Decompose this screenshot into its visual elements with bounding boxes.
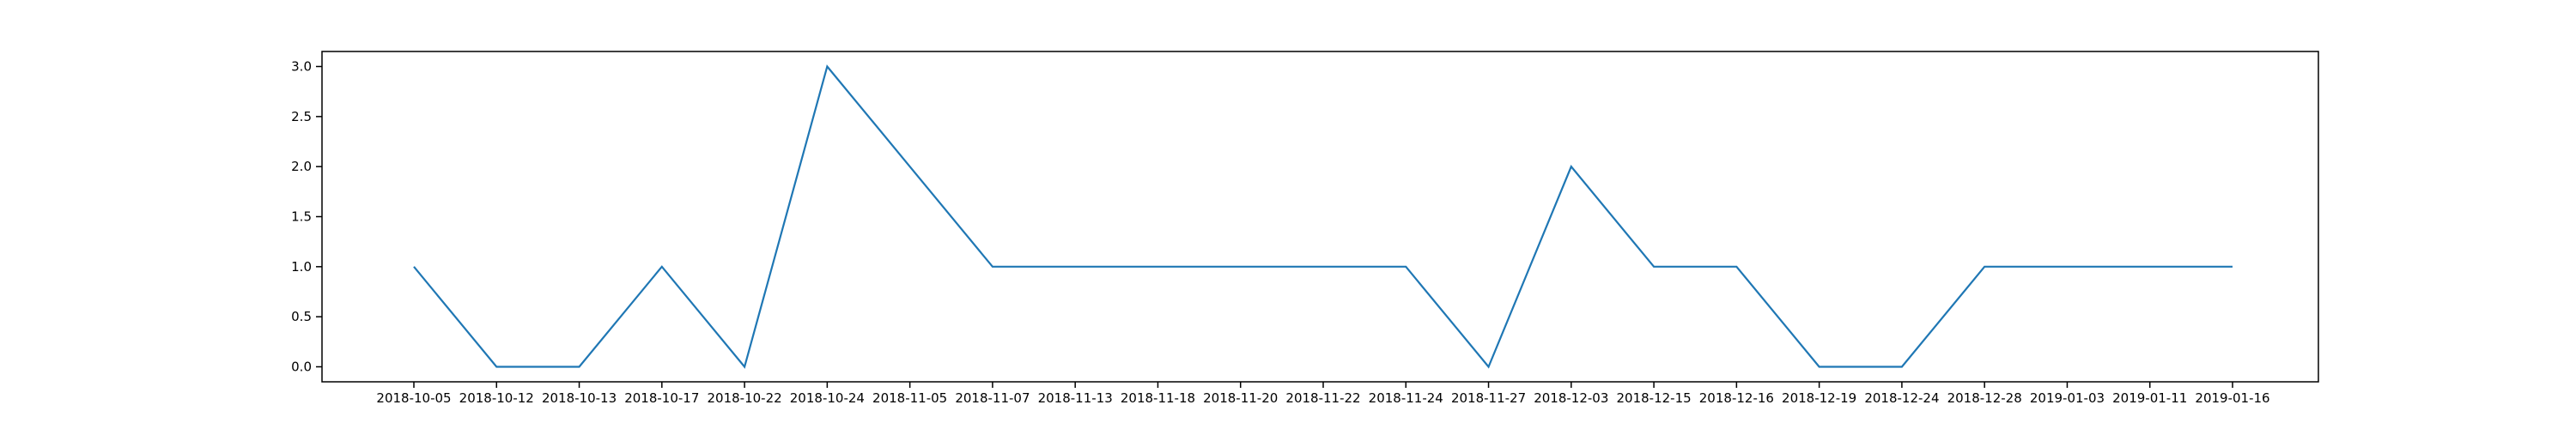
x-tick-label: 2019-01-03 [2030,390,2105,406]
y-tick-label: 0.5 [291,309,312,324]
y-axis: 0.0 0.5 1.0 1.5 2.0 2.5 3.0 [291,59,322,375]
plot-background [322,51,2318,382]
y-tick-label: 2.0 [291,159,312,174]
y-tick-label: 2.5 [291,109,312,124]
x-tick-label: 2018-10-24 [790,390,865,406]
y-tick-label: 0.0 [291,360,312,375]
x-tick-label: 2019-01-16 [2195,390,2269,406]
x-tick-label: 2018-12-16 [1699,390,1774,406]
series-line [413,64,2233,369]
x-tick-label: 2018-10-12 [459,390,534,406]
x-tick-label: 2018-12-24 [1864,390,1939,406]
x-tick-label: 2018-12-19 [1782,390,1856,406]
plot-frame [321,51,2319,383]
x-tick-label: 2018-11-20 [1203,390,1278,406]
x-tick-label: 2018-11-24 [1369,390,1443,406]
x-tick-label: 2018-11-07 [955,390,1030,406]
y-tick-label: 1.0 [291,259,312,275]
x-tick-label: 2018-10-22 [707,390,781,406]
x-tick-label: 2018-11-22 [1285,390,1360,406]
x-tick-label: 2018-11-13 [1038,390,1113,406]
x-tick-label: 2018-11-05 [872,390,947,406]
x-tick-label: 2018-11-27 [1451,390,1526,406]
y-tick-label: 3.0 [291,59,312,75]
x-tick-label: 2018-12-28 [1947,390,2022,406]
x-axis: 2018-10-05 2018-10-12 2018-10-13 2018-10-17… [376,382,2270,406]
x-tick-label: 2018-12-15 [1616,390,1691,406]
x-tick-label: 2018-12-03 [1534,390,1608,406]
x-tick-label: 2018-11-18 [1121,390,1195,406]
y-tick-label: 1.5 [291,209,312,225]
x-tick-label: 2018-10-05 [376,390,451,406]
x-tick-label: 2018-10-13 [542,390,617,406]
x-tick-label: 2018-10-17 [624,390,699,406]
x-tick-label: 2019-01-11 [2112,390,2187,406]
